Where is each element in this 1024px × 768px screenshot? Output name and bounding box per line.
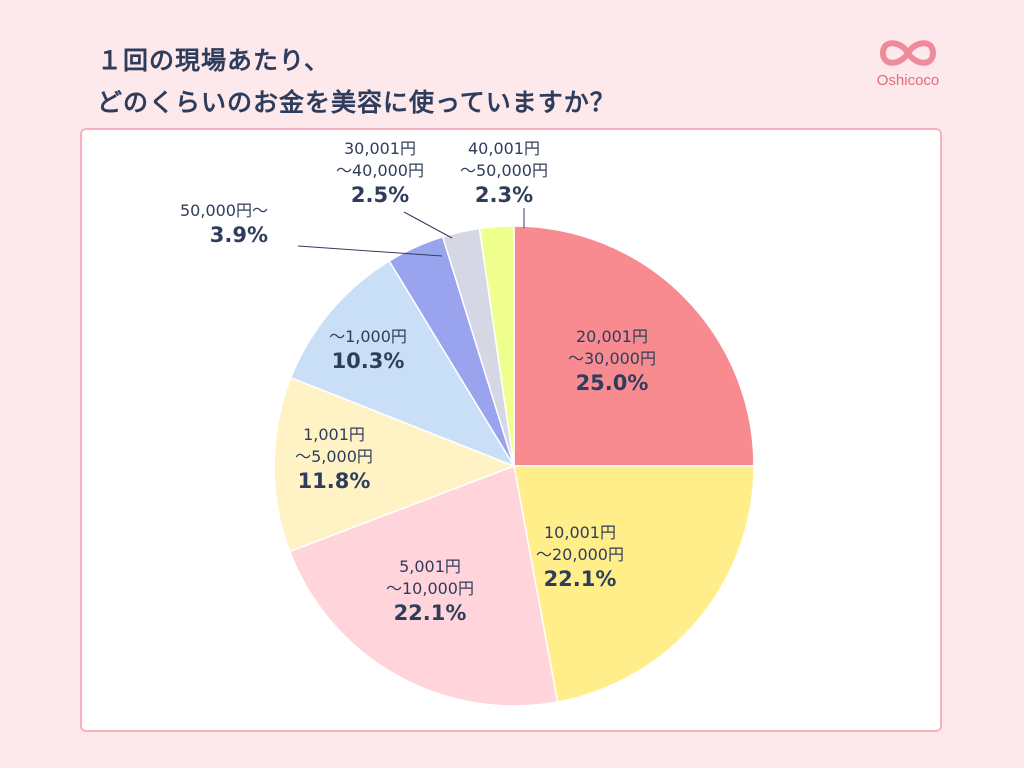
- chart-card: 20,001円 〜30,000円 25.0% 10,001円 〜20,000円 22.1%…: [80, 128, 942, 732]
- leader-line-5: [297, 245, 443, 257]
- logo-text: Oshicoco: [876, 72, 940, 89]
- slice-label-0-1: 〜30,000円: [568, 349, 656, 368]
- slice-label-7-1: 〜50,000円: [460, 161, 548, 180]
- slice-percent-2: 22.1%: [394, 601, 467, 625]
- slice-label-1-0: 10,001円: [544, 523, 616, 542]
- slice-percent-0: 25.0%: [576, 371, 649, 395]
- slice-percent-7: 2.3%: [475, 183, 533, 207]
- chart-title: １回の現場あたり、 どのくらいのお金を美容に使っていますか？: [97, 40, 616, 124]
- pie-chart: 20,001円〜30,000円 25.0% 10,001円〜20,000円 22.1%…: [180, 139, 755, 707]
- slice-label-5-0: 50,000円〜: [180, 201, 268, 220]
- pie-slice-0: [513, 225, 755, 467]
- slice-label-1-1: 〜20,000円: [536, 545, 624, 564]
- infinity-heart-icon: [880, 40, 936, 66]
- slice-label-7-0: 40,001円: [468, 139, 540, 158]
- slice-label-3-0: 1,001円: [303, 425, 365, 444]
- slice-percent-3: 11.8%: [298, 469, 371, 493]
- pie-slice-7: [478, 225, 515, 467]
- pie-slice-4: [289, 259, 516, 468]
- leader-line-6: [403, 211, 453, 239]
- pie-slice-3: [273, 376, 517, 553]
- slice-label-4-0: 〜1,000円: [329, 327, 407, 346]
- slice-percent-6: 2.5%: [351, 183, 409, 207]
- title-line-2: どのくらいのお金を美容に使っていますか？: [97, 88, 616, 117]
- title-line-1: １回の現場あたり、: [97, 46, 331, 75]
- pie-slice-1: [513, 465, 755, 703]
- slice-label-6-1: 〜40,000円: [336, 161, 424, 180]
- slice-label-2-0: 5,001円: [399, 557, 461, 576]
- slice-label-0-0: 20,001円: [576, 327, 648, 346]
- pie-slice-2: [288, 464, 559, 707]
- slice-label-2-1: 〜10,000円: [386, 579, 474, 598]
- slice-label-3-1: 〜5,000円: [295, 447, 373, 466]
- slice-percent-4: 10.3%: [332, 349, 405, 373]
- slice-percent-1: 22.1%: [544, 567, 617, 591]
- brand-logo: Oshicoco: [868, 36, 948, 100]
- slice-percent-5: 3.9%: [210, 223, 268, 247]
- slice-label-6-0: 30,001円: [344, 139, 416, 158]
